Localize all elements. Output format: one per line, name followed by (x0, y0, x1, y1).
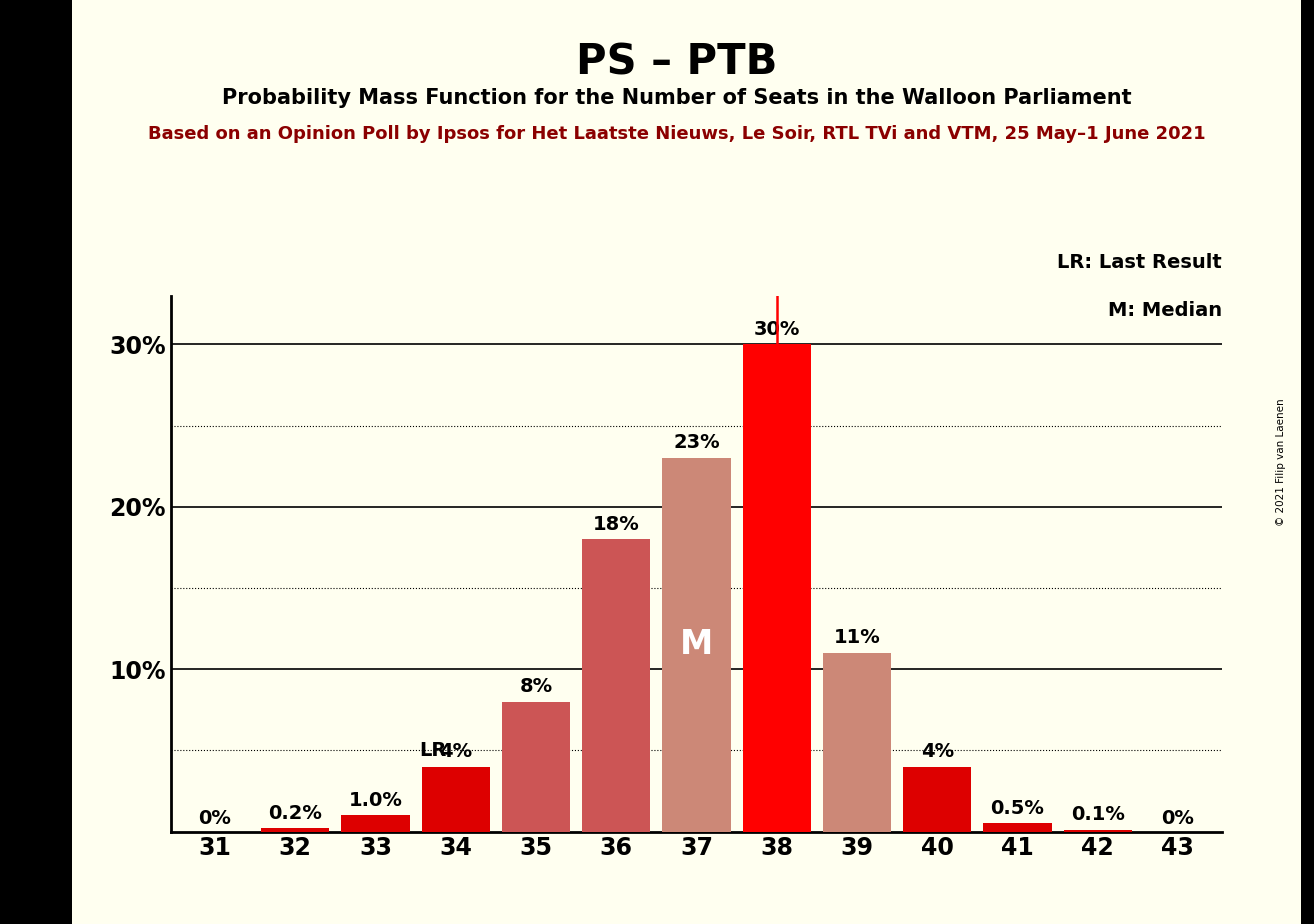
Bar (422, 767, 490, 832)
Text: 4%: 4% (439, 742, 472, 761)
Bar (823, 653, 891, 832)
Bar (983, 823, 1051, 832)
Text: PS – PTB: PS – PTB (576, 42, 778, 83)
Text: 18%: 18% (593, 515, 640, 533)
Text: 30%: 30% (753, 320, 800, 339)
Bar (582, 540, 650, 832)
Bar (261, 828, 330, 832)
Bar (742, 345, 811, 832)
Text: 23%: 23% (673, 433, 720, 453)
Text: 0%: 0% (1162, 808, 1194, 828)
Text: M: Median: M: Median (1108, 301, 1222, 320)
Text: 4%: 4% (921, 742, 954, 761)
Text: Based on an Opinion Poll by Ipsos for Het Laatste Nieuws, Le Soir, RTL TVi and V: Based on an Opinion Poll by Ipsos for He… (148, 125, 1205, 142)
Text: 11%: 11% (833, 628, 880, 648)
Text: 0.2%: 0.2% (268, 804, 322, 822)
Text: © 2021 Filip van Laenen: © 2021 Filip van Laenen (1276, 398, 1286, 526)
Text: LR: LR (419, 741, 447, 760)
Bar (502, 701, 570, 832)
Text: Probability Mass Function for the Number of Seats in the Walloon Parliament: Probability Mass Function for the Number… (222, 88, 1131, 108)
Text: 1.0%: 1.0% (348, 791, 402, 809)
Bar (342, 815, 410, 832)
Text: LR: Last Result: LR: Last Result (1058, 253, 1222, 272)
Text: 0%: 0% (198, 808, 231, 828)
Text: 0.5%: 0.5% (991, 798, 1045, 818)
Text: M: M (679, 628, 714, 662)
Bar (662, 458, 731, 832)
Text: 8%: 8% (519, 677, 552, 696)
Bar (903, 767, 971, 832)
Text: 0.1%: 0.1% (1071, 806, 1125, 824)
Bar (1063, 830, 1131, 832)
